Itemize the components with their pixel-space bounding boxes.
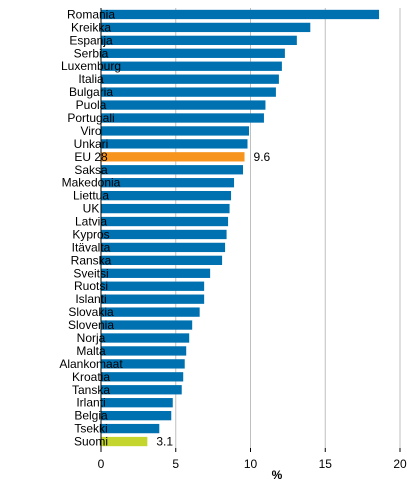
category-label: Romania xyxy=(67,7,115,21)
category-label: Makedonia xyxy=(62,176,121,190)
data-label: 9.6 xyxy=(254,150,271,164)
category-label: Irlanti xyxy=(76,396,105,410)
data-labels: 9.6 3.1 xyxy=(156,150,270,449)
category-label: Espanja xyxy=(69,33,113,47)
bar xyxy=(101,255,223,266)
category-label: Saksa xyxy=(74,163,108,177)
category-label: Suomi xyxy=(74,435,108,449)
bar xyxy=(101,346,187,356)
bar xyxy=(101,372,184,382)
category-label: Ruotsi xyxy=(74,279,108,293)
bar xyxy=(101,22,311,33)
category-label: Norja xyxy=(77,331,106,345)
bar xyxy=(101,385,182,395)
bar xyxy=(101,216,229,227)
category-label: Serbia xyxy=(74,46,109,60)
bar xyxy=(101,48,285,58)
bar xyxy=(101,203,230,214)
x-axis-title: % xyxy=(272,468,283,482)
bar xyxy=(101,320,193,330)
category-label: Tsekki xyxy=(74,422,107,436)
category-label: Kroatia xyxy=(72,370,110,384)
category-label: Italia xyxy=(78,72,104,86)
category-label: Belgia xyxy=(74,409,108,423)
bar xyxy=(101,307,200,317)
bar xyxy=(101,436,148,447)
category-label: EU 28 xyxy=(74,150,108,164)
bars xyxy=(101,9,380,447)
bar xyxy=(101,152,245,162)
bar xyxy=(101,268,211,278)
category-label: Slovenia xyxy=(68,318,114,332)
category-label: Portugali xyxy=(67,111,114,125)
category-label: Latvia xyxy=(75,215,107,229)
bar xyxy=(101,113,264,123)
x-tick-label: 0 xyxy=(98,457,105,471)
bar xyxy=(101,294,205,304)
category-label: Slovakia xyxy=(68,305,114,319)
bar xyxy=(101,190,232,201)
bar xyxy=(101,398,173,408)
category-label: UK xyxy=(83,202,100,216)
bar xyxy=(101,229,227,240)
x-tick-label: 5 xyxy=(172,457,179,471)
bar xyxy=(101,35,297,46)
x-tick-label: 20 xyxy=(393,457,407,471)
bar xyxy=(101,100,266,110)
bar xyxy=(101,178,235,188)
category-labels: RomaniaKreikkaEspanjaSerbiaLuxemburgItal… xyxy=(59,7,123,448)
category-label: Puola xyxy=(76,98,107,112)
category-label: Alankomaat xyxy=(59,357,123,371)
category-label: Luxemburg xyxy=(61,59,121,73)
category-label: Ranska xyxy=(71,253,112,267)
bar xyxy=(101,9,380,20)
grid-lines xyxy=(175,8,401,448)
bar xyxy=(101,333,190,343)
bar xyxy=(101,423,160,434)
bar xyxy=(101,61,282,71)
category-label: Malta xyxy=(76,344,106,358)
category-label: Kreikka xyxy=(71,20,111,34)
category-label: Islanti xyxy=(75,292,106,306)
category-label: Tanska xyxy=(72,383,110,397)
x-axis: 0 5 10 15 20 xyxy=(98,8,407,471)
category-label: Unkari xyxy=(74,137,109,151)
bar xyxy=(101,74,279,84)
bar xyxy=(101,87,276,97)
category-label: Viro xyxy=(80,124,101,138)
category-label: Kypros xyxy=(72,227,109,241)
bar xyxy=(101,139,248,149)
x-tick-label: 10 xyxy=(244,457,258,471)
category-label: Liettua xyxy=(73,189,109,203)
category-label: Sveitsi xyxy=(73,266,108,280)
bar xyxy=(101,281,205,291)
bar xyxy=(101,165,244,175)
bar xyxy=(101,126,250,136)
x-tick-label: 15 xyxy=(319,457,333,471)
bar xyxy=(101,410,172,421)
bar xyxy=(101,359,185,369)
category-label: Bulgaria xyxy=(69,85,113,99)
category-label: Itävalta xyxy=(72,240,111,254)
bar xyxy=(101,242,226,253)
data-label: 3.1 xyxy=(156,435,173,449)
